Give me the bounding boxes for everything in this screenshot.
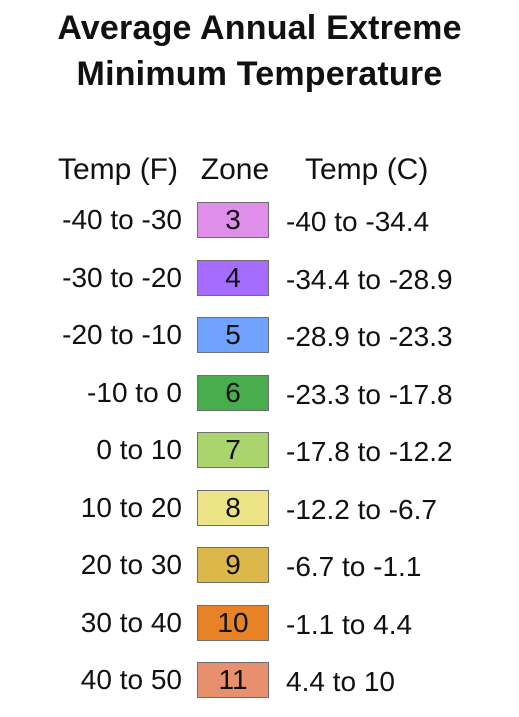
- header-temp-f: Temp (F): [58, 153, 178, 186]
- zone-swatch: 9: [197, 547, 269, 583]
- legend-row: 0 to 10 7 -17.8 to -12.2: [0, 432, 519, 468]
- header-zone: Zone: [200, 153, 270, 186]
- legend-row: 10 to 20 8 -12.2 to -6.7: [0, 490, 519, 526]
- zone-swatch: 11: [197, 662, 269, 698]
- zone-swatch: 3: [197, 202, 269, 238]
- temp-c-range: -1.1 to 4.4: [286, 609, 413, 640]
- temp-f-range: -10 to 0: [87, 377, 182, 408]
- zone-swatch: 6: [197, 375, 269, 411]
- title-line-2: Minimum Temperature: [76, 55, 443, 93]
- temp-c-range: -6.7 to -1.1: [286, 551, 422, 582]
- legend-row: -20 to -10 5 -28.9 to -23.3: [0, 317, 519, 353]
- legend-row: 40 to 50 11 4.4 to 10: [0, 662, 519, 698]
- temp-c-range: -12.2 to -6.7: [286, 494, 437, 525]
- zone-swatch: 8: [197, 490, 269, 526]
- zone-swatch: 5: [197, 317, 269, 353]
- temp-f-range: 20 to 30: [80, 549, 182, 580]
- temp-f-range: 0 to 10: [96, 434, 182, 465]
- temp-f-range: 40 to 50: [80, 664, 182, 695]
- temp-c-range: -40 to -34.4: [286, 206, 430, 237]
- temp-f-range: 30 to 40: [80, 607, 182, 638]
- temp-f-range: -20 to -10: [62, 319, 182, 350]
- legend-row: 30 to 40 10 -1.1 to 4.4: [0, 605, 519, 641]
- temp-c-range: 4.4 to 10: [286, 666, 395, 697]
- legend-row: 20 to 30 9 -6.7 to -1.1: [0, 547, 519, 583]
- temp-c-range: -28.9 to -23.3: [286, 321, 453, 352]
- header-temp-c: Temp (C): [305, 153, 429, 186]
- temp-f-range: 10 to 20: [80, 492, 182, 523]
- temp-c-range: -34.4 to -28.9: [286, 264, 453, 295]
- temp-c-range: -23.3 to -17.8: [286, 379, 453, 410]
- zone-swatch: 7: [197, 432, 269, 468]
- legend-row: -40 to -30 3 -40 to -34.4: [0, 202, 519, 238]
- legend-row: -10 to 0 6 -23.3 to -17.8: [0, 375, 519, 411]
- zone-swatch: 4: [197, 260, 269, 296]
- temp-c-range: -17.8 to -12.2: [286, 436, 453, 467]
- legend-row: -30 to -20 4 -34.4 to -28.9: [0, 260, 519, 296]
- temp-f-range: -40 to -30: [62, 204, 182, 235]
- title-line-1: Average Annual Extreme: [57, 9, 462, 47]
- temp-f-range: -30 to -20: [62, 262, 182, 293]
- zone-swatch: 10: [197, 605, 269, 641]
